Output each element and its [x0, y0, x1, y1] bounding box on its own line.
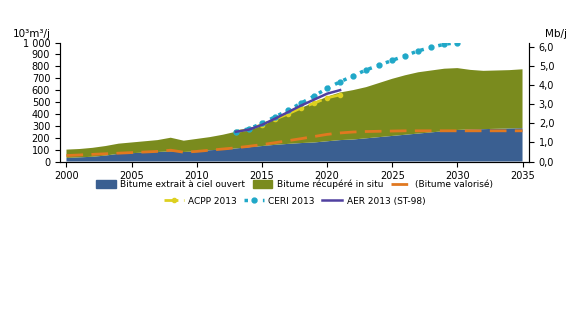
- Text: 10³m³/j: 10³m³/j: [13, 29, 51, 39]
- Text: Mb/j: Mb/j: [545, 29, 567, 39]
- Legend: ACPP 2013, CERI 2013, AER 2013 (ST-98): ACPP 2013, CERI 2013, AER 2013 (ST-98): [160, 193, 429, 209]
